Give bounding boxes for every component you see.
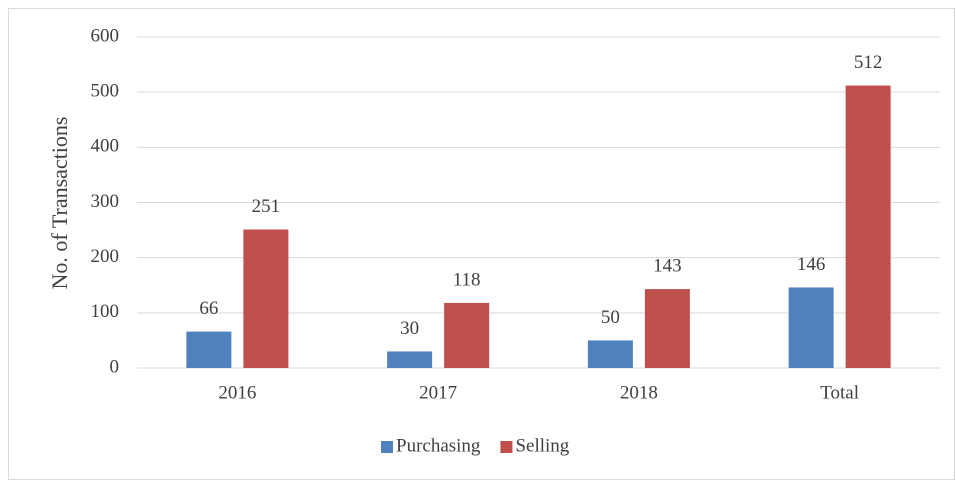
bar	[444, 302, 490, 368]
y-tick-label: 300	[91, 191, 120, 212]
chart-frame	[8, 8, 955, 480]
y-tick-label: 600	[91, 25, 120, 46]
data-label: 512	[854, 52, 883, 73]
y-tick-label: 500	[91, 81, 120, 102]
x-tick-label: 2018	[620, 382, 658, 403]
legend-swatch	[381, 441, 393, 453]
y-tick-label: 400	[91, 136, 120, 157]
x-tick-label: 2016	[218, 382, 256, 403]
bar	[644, 289, 690, 368]
legend-label: Purchasing	[396, 435, 481, 456]
bar	[587, 340, 633, 368]
data-label: 30	[400, 318, 419, 339]
data-label: 118	[453, 269, 481, 290]
y-tick-label: 200	[91, 246, 120, 267]
bar	[186, 331, 232, 368]
bar	[243, 229, 289, 368]
x-tick-label: Total	[820, 382, 859, 403]
bar	[387, 351, 433, 368]
y-axis-title: No. of Transactions	[47, 117, 72, 290]
legend-label: Selling	[515, 435, 569, 456]
y-tick-label: 0	[110, 356, 120, 377]
data-label: 143	[653, 255, 682, 276]
legend-swatch	[500, 441, 513, 453]
x-tick-label: 2017	[419, 382, 457, 403]
bar	[788, 287, 834, 368]
data-label: 146	[797, 254, 826, 275]
y-tick-label: 100	[91, 301, 120, 322]
data-label: 50	[601, 307, 620, 328]
bar	[845, 85, 891, 369]
data-label: 251	[252, 196, 281, 217]
data-label: 66	[199, 298, 218, 319]
